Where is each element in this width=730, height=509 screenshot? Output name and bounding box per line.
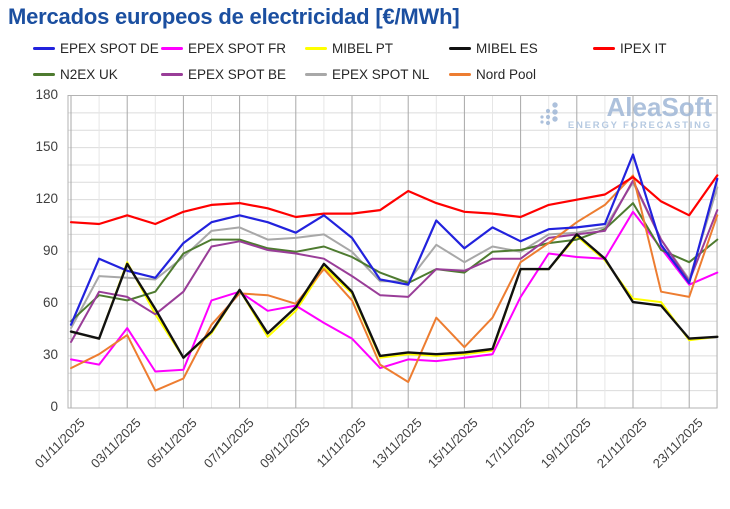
series-line-epex-spot-de	[69, 153, 719, 326]
series-line-nord-pool	[70, 174, 719, 392]
legend-swatch	[449, 72, 471, 76]
aleasoft-dots-icon	[540, 102, 558, 126]
legend-label: Nord Pool	[476, 66, 537, 82]
legend-label: EPEX SPOT FR	[188, 40, 287, 56]
legend-item-epex-spot-de: EPEX SPOT DE	[33, 40, 159, 56]
legend-swatch	[33, 46, 55, 50]
legend-label: N2EX UK	[60, 66, 118, 82]
legend-swatch	[33, 72, 55, 76]
legend-item-ipex-it: IPEX IT	[593, 40, 667, 56]
legend-label: IPEX IT	[620, 40, 667, 56]
legend-swatch	[305, 46, 327, 50]
y-tick-label: 120	[35, 190, 58, 206]
watermark-tagline: ENERGY FORECASTING	[567, 120, 712, 131]
aleasoft-watermark: AleaSoft ENERGY FORECASTING	[539, 94, 712, 131]
legend-item-n2ex-uk: N2EX UK	[33, 66, 118, 82]
series-line-ipex-it	[69, 174, 719, 226]
legend-label: MIBEL ES	[476, 40, 538, 56]
y-tick-label: 0	[50, 399, 58, 414]
legend-swatch	[305, 72, 327, 76]
page-title: Mercados europeos de electricidad [€/MWh…	[8, 4, 460, 29]
series-line-epex-spot-fr	[70, 210, 719, 373]
legend-item-epex-spot-fr: EPEX SPOT FR	[161, 40, 286, 56]
legend-item-mibel-es: MIBEL ES	[449, 40, 538, 56]
series-line-n2ex-uk	[70, 202, 719, 323]
series-line-mibel-es	[69, 233, 719, 359]
y-tick-label: 30	[42, 346, 58, 362]
legend-swatch	[161, 72, 183, 76]
plot-border	[67, 95, 718, 409]
legend-item-epex-spot-be: EPEX SPOT BE	[161, 66, 286, 82]
legend-item-mibel-pt: MIBEL PT	[305, 40, 393, 56]
legend-label: EPEX SPOT BE	[188, 66, 287, 82]
legend-item-epex-spot-nl: EPEX SPOT NL	[305, 66, 429, 82]
legend-swatch	[161, 46, 183, 50]
series-line-epex-spot-be	[70, 179, 719, 343]
legend-label: EPEX SPOT DE	[60, 40, 159, 56]
y-tick-label: 60	[42, 294, 58, 310]
legend-item-nord-pool: Nord Pool	[449, 66, 536, 82]
legend-swatch	[593, 46, 615, 50]
legend-swatch	[449, 46, 471, 50]
watermark-brand: AleaSoft	[606, 92, 712, 122]
y-tick-label: 180	[35, 86, 58, 102]
y-tick-label: 90	[42, 242, 58, 258]
y-tick-label: 150	[35, 138, 58, 154]
legend-label: MIBEL PT	[332, 40, 394, 56]
legend-label: EPEX SPOT NL	[332, 66, 430, 82]
